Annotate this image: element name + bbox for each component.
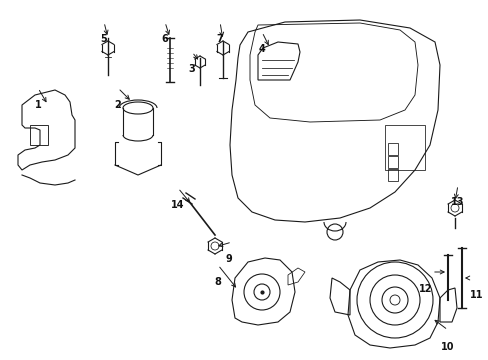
Text: 9: 9 [225,254,231,264]
Text: 1: 1 [35,100,41,110]
Text: 11: 11 [469,290,483,300]
Text: 12: 12 [418,284,431,294]
Text: 7: 7 [216,34,223,44]
Text: 5: 5 [101,34,107,44]
Bar [387,169,397,181]
Text: 4: 4 [258,44,265,54]
Bar [384,125,424,170]
Text: 8: 8 [214,277,221,287]
Text: 10: 10 [440,342,454,352]
Text: 2: 2 [114,100,121,110]
Text: 14: 14 [171,200,184,210]
Bar [387,156,397,168]
Bar [387,143,397,155]
Text: 6: 6 [162,34,168,44]
Text: 13: 13 [450,197,464,207]
Text: 3: 3 [188,64,195,74]
